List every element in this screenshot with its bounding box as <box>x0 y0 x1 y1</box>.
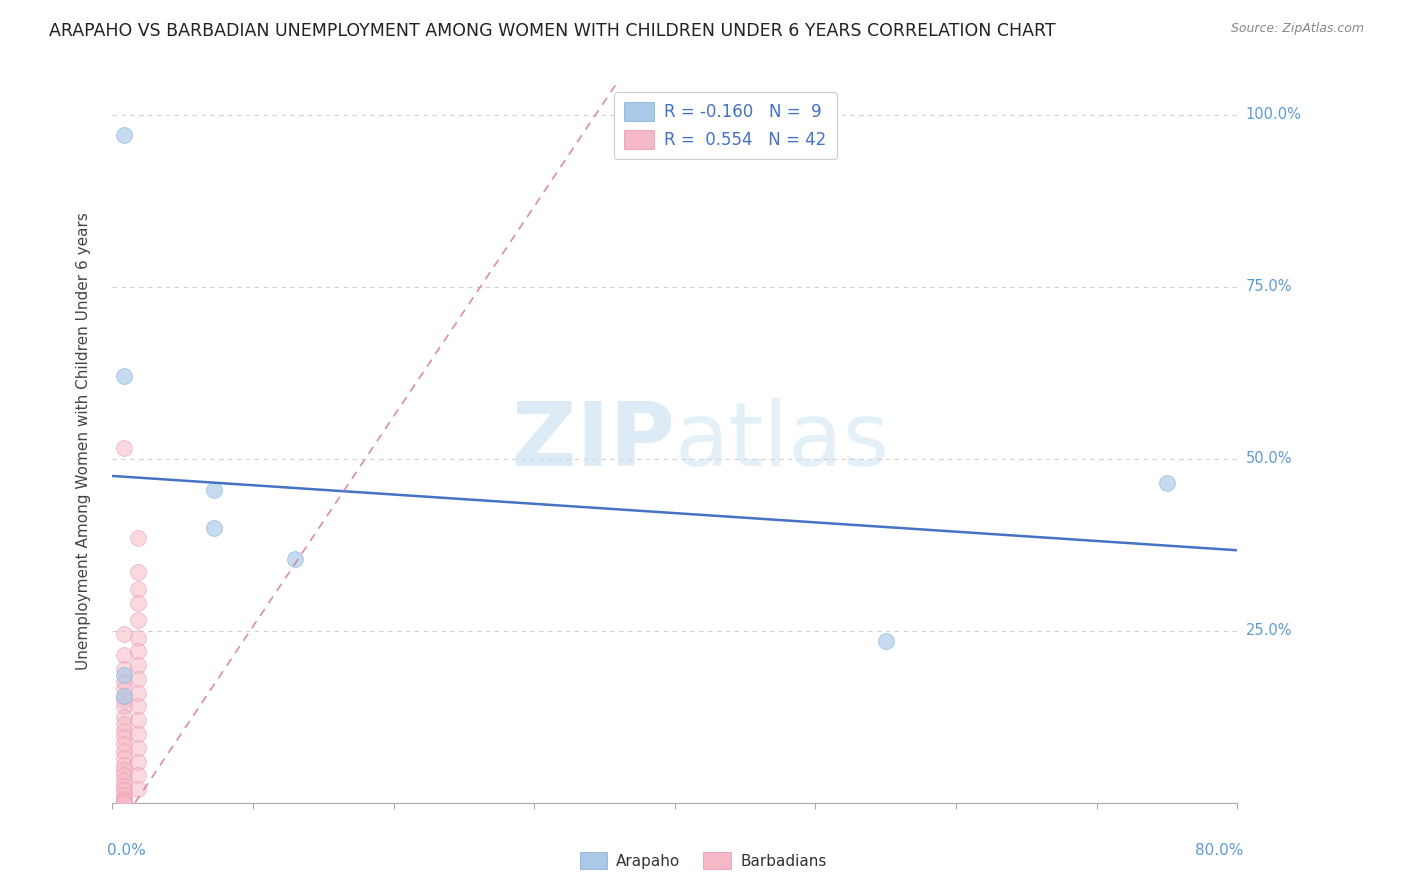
Point <box>112 751 135 765</box>
Text: 50.0%: 50.0% <box>1246 451 1292 467</box>
Text: 0.0%: 0.0% <box>107 843 146 857</box>
Point <box>112 731 135 745</box>
Point <box>112 442 135 456</box>
Text: 80.0%: 80.0% <box>1195 843 1243 857</box>
Legend: R = -0.160   N =  9, R =  0.554   N = 42: R = -0.160 N = 9, R = 0.554 N = 42 <box>614 92 837 159</box>
Point <box>127 740 149 755</box>
Point <box>112 699 135 714</box>
Point <box>112 779 135 793</box>
Point <box>112 668 135 682</box>
Point <box>112 692 135 706</box>
Point <box>112 744 135 758</box>
Point <box>112 796 135 810</box>
Text: Source: ZipAtlas.com: Source: ZipAtlas.com <box>1230 22 1364 36</box>
Point <box>112 768 135 782</box>
Point <box>127 768 149 782</box>
Point <box>127 672 149 686</box>
Point <box>127 566 149 580</box>
Text: 100.0%: 100.0% <box>1246 107 1302 122</box>
Point <box>112 710 135 724</box>
Point <box>1156 475 1178 490</box>
Point <box>127 614 149 628</box>
Point <box>127 582 149 597</box>
Point <box>202 520 225 534</box>
Point <box>112 682 135 697</box>
Point <box>112 723 135 738</box>
Point <box>127 686 149 700</box>
Point <box>112 758 135 772</box>
Point <box>127 782 149 797</box>
Point <box>112 689 135 703</box>
Point <box>127 699 149 714</box>
Legend: Arapaho, Barbadians: Arapaho, Barbadians <box>574 846 832 875</box>
Y-axis label: Unemployment Among Women with Children Under 6 years: Unemployment Among Women with Children U… <box>76 212 91 671</box>
Point <box>127 755 149 769</box>
Point <box>112 716 135 731</box>
Point <box>127 531 149 545</box>
Point <box>112 369 135 384</box>
Point <box>112 794 135 808</box>
Point <box>127 644 149 658</box>
Point <box>127 713 149 727</box>
Text: ZIP: ZIP <box>512 398 675 485</box>
Point <box>112 773 135 788</box>
Point <box>112 648 135 662</box>
Point <box>112 128 135 143</box>
Point <box>112 791 135 805</box>
Point <box>112 788 135 802</box>
Text: atlas: atlas <box>675 398 890 485</box>
Point <box>112 662 135 676</box>
Point <box>112 783 135 797</box>
Point <box>875 634 897 648</box>
Point <box>127 727 149 741</box>
Point <box>202 483 225 497</box>
Point <box>112 675 135 690</box>
Text: 25.0%: 25.0% <box>1246 624 1292 639</box>
Text: ARAPAHO VS BARBADIAN UNEMPLOYMENT AMONG WOMEN WITH CHILDREN UNDER 6 YEARS CORREL: ARAPAHO VS BARBADIAN UNEMPLOYMENT AMONG … <box>49 22 1056 40</box>
Point <box>112 737 135 751</box>
Point <box>112 627 135 641</box>
Point <box>127 631 149 645</box>
Point <box>284 551 307 566</box>
Point <box>127 596 149 610</box>
Point <box>112 763 135 777</box>
Text: 75.0%: 75.0% <box>1246 279 1292 294</box>
Point <box>127 658 149 673</box>
